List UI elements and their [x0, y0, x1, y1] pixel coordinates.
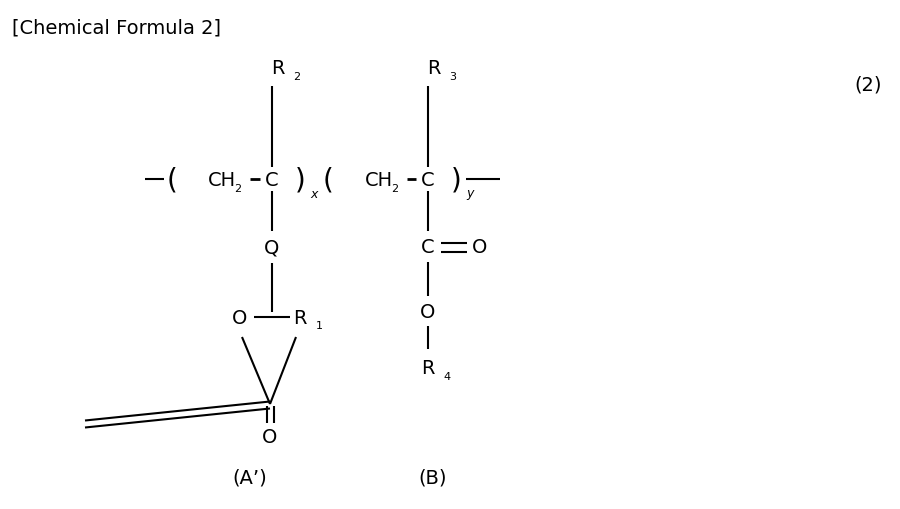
Text: (A’): (A’) — [232, 468, 267, 487]
Text: CH: CH — [208, 170, 236, 189]
Text: C: C — [266, 170, 279, 189]
Text: 4: 4 — [444, 371, 451, 381]
Text: O: O — [472, 238, 488, 257]
Text: R: R — [421, 358, 435, 377]
Text: ): ) — [451, 165, 462, 193]
Text: [Chemical Formula 2]: [Chemical Formula 2] — [12, 18, 221, 37]
Text: (B): (B) — [418, 468, 447, 487]
Text: R: R — [428, 60, 441, 78]
Text: R: R — [293, 308, 307, 327]
Text: 1: 1 — [316, 320, 322, 330]
Text: R: R — [271, 60, 284, 78]
Text: C: C — [421, 238, 435, 257]
Text: O: O — [262, 428, 278, 446]
Text: O: O — [420, 302, 436, 321]
Text: Q: Q — [265, 238, 280, 257]
Text: (2): (2) — [854, 75, 882, 94]
Text: 2: 2 — [293, 72, 301, 82]
Text: 2: 2 — [234, 184, 241, 193]
Text: C: C — [421, 170, 435, 189]
Text: ): ) — [294, 165, 305, 193]
Text: x: x — [310, 187, 318, 200]
Text: O: O — [232, 308, 248, 327]
Text: CH: CH — [365, 170, 393, 189]
Text: 3: 3 — [449, 72, 456, 82]
Text: 2: 2 — [392, 184, 399, 193]
Text: (: ( — [322, 165, 333, 193]
Text: y: y — [466, 187, 473, 200]
Text: (: ( — [166, 165, 177, 193]
